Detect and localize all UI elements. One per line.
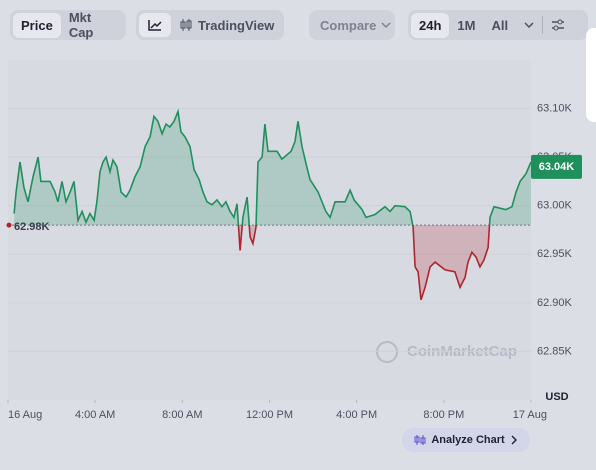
chevron xyxy=(524,22,534,29)
range-menu[interactable] xyxy=(516,16,542,34)
settings[interactable] xyxy=(543,14,573,36)
chevron xyxy=(511,435,517,445)
y-tick-label: 63.05K xyxy=(537,151,573,163)
last-price-label: 63.04K xyxy=(539,161,575,173)
baseline-dot xyxy=(6,222,12,228)
analyze-button[interactable]: Analyze Chart xyxy=(402,428,530,452)
compare[interactable]: Compare xyxy=(312,13,399,38)
chevron xyxy=(381,22,391,29)
range[interactable]: 1M xyxy=(457,17,476,33)
y-tick-label: 63.00K xyxy=(537,200,573,212)
plot-area xyxy=(8,60,531,400)
y-tick-label: 62.90K xyxy=(537,297,573,309)
x-tick-label: 4:00 PM xyxy=(336,409,377,421)
line-view[interactable] xyxy=(139,13,171,37)
y-tick-label: 62.95K xyxy=(537,248,573,260)
divider xyxy=(542,16,544,34)
compare-group: Compare xyxy=(309,10,395,40)
tab[interactable]: Mkt Cap xyxy=(68,10,94,40)
settings-icon xyxy=(552,19,565,31)
line-icon xyxy=(148,20,162,31)
view-label: TradingView xyxy=(198,17,275,33)
x-tick-label: 4:00 AM xyxy=(75,409,115,421)
x-tick-label: 8:00 PM xyxy=(423,409,464,421)
candle-icon xyxy=(180,19,192,31)
price-line xyxy=(13,108,532,301)
x-tick-label: 12:00 PM xyxy=(246,409,293,421)
watermark-logo xyxy=(376,341,398,363)
tab[interactable]: Price xyxy=(13,12,61,38)
view-group: TradingView xyxy=(136,10,284,40)
popup xyxy=(586,28,596,122)
y-tick-label: 62.85K xyxy=(537,345,573,357)
range[interactable]: 24h xyxy=(411,12,450,38)
x-tick-label: 8:00 AM xyxy=(162,409,202,421)
analyze-icon xyxy=(414,435,426,445)
last-price-tag xyxy=(531,154,582,179)
y-tick-label: 63.10K xyxy=(537,102,573,114)
baseline-label: 62.98K xyxy=(14,221,50,233)
tab-group: Price Mkt Cap xyxy=(10,10,126,40)
y-unit: USD xyxy=(545,391,568,403)
watermark: CoinMarketCap xyxy=(407,343,517,360)
x-tick-label: 17 Aug xyxy=(513,409,547,421)
x-tick-label: 16 Aug xyxy=(8,409,42,421)
compare-label: Compare xyxy=(320,17,377,33)
range-group: 24h 1M All xyxy=(408,10,588,40)
area xyxy=(14,111,532,300)
analyze-label: Analyze Chart xyxy=(431,434,505,446)
range[interactable]: All xyxy=(491,17,509,33)
view-toggle[interactable]: TradingView xyxy=(171,13,282,38)
